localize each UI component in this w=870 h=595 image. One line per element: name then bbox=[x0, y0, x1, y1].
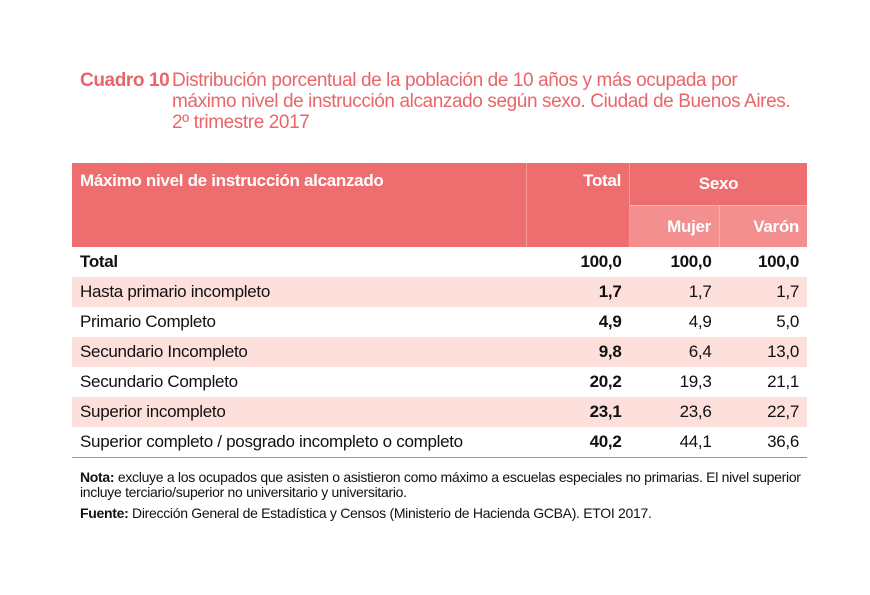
cell-mujer: 4,9 bbox=[688, 312, 712, 331]
table-row: Secundario Completo 20,2 19,3 21,1 bbox=[72, 367, 807, 397]
cell-varon: 1,7 bbox=[719, 277, 807, 307]
data-table: Máximo nivel de instrucción alcanzado To… bbox=[72, 163, 807, 458]
table-number: Cuadro 10 bbox=[80, 70, 170, 91]
fuente: Fuente: Dirección General de Estadística… bbox=[80, 506, 810, 521]
header-sexo: Sexo bbox=[629, 163, 807, 206]
row-label: Superior completo / posgrado incompleto … bbox=[72, 427, 527, 458]
table-row: Superior completo / posgrado incompleto … bbox=[72, 427, 807, 458]
table-row: Primario Completo 4,9 4,9 5,0 bbox=[72, 307, 807, 337]
nota-text: excluye a los ocupados que asisten o asi… bbox=[80, 469, 801, 500]
cell-total: 20,2 bbox=[589, 372, 622, 391]
cell-varon: 5,0 bbox=[776, 312, 799, 331]
cell-varon: 13,0 bbox=[719, 337, 807, 367]
cell-mujer: 100,0 bbox=[670, 252, 712, 271]
cell-total: 1,7 bbox=[526, 277, 630, 307]
cell-mujer: 6,4 bbox=[629, 337, 720, 367]
table-row: Total 100,0 100,0 100,0 bbox=[72, 247, 807, 277]
cell-mujer: 1,7 bbox=[629, 277, 720, 307]
header-varon: Varón bbox=[719, 205, 807, 247]
row-label: Total bbox=[80, 252, 118, 271]
row-label: Secundario Completo bbox=[80, 372, 238, 391]
table-row: Hasta primario incompleto 1,7 1,7 1,7 bbox=[72, 277, 807, 307]
cell-total: 4,9 bbox=[598, 312, 622, 331]
cell-total: 40,2 bbox=[526, 427, 630, 458]
row-label: Superior incompleto bbox=[72, 397, 527, 427]
header-total: Total bbox=[526, 163, 630, 247]
header-mujer: Mujer bbox=[629, 205, 720, 247]
row-label: Secundario Incompleto bbox=[72, 337, 527, 367]
nota: Nota: excluye a los ocupados que asisten… bbox=[80, 470, 810, 500]
nota-label: Nota: bbox=[80, 469, 115, 485]
cell-mujer: 23,6 bbox=[629, 397, 720, 427]
fuente-label: Fuente: bbox=[80, 505, 129, 521]
cell-total: 23,1 bbox=[526, 397, 630, 427]
fuente-text: Dirección General de Estadística y Censo… bbox=[132, 505, 652, 521]
table-row: Secundario Incompleto 9,8 6,4 13,0 bbox=[72, 337, 807, 367]
row-label: Hasta primario incompleto bbox=[72, 277, 527, 307]
notes: Nota: excluye a los ocupados que asisten… bbox=[80, 470, 810, 521]
cell-varon: 22,7 bbox=[719, 397, 807, 427]
cell-varon: 100,0 bbox=[757, 252, 799, 271]
cell-total: 9,8 bbox=[526, 337, 630, 367]
cell-varon: 21,1 bbox=[767, 372, 799, 391]
cell-mujer: 19,3 bbox=[679, 372, 712, 391]
row-label: Primario Completo bbox=[80, 312, 216, 331]
cell-varon: 36,6 bbox=[719, 427, 807, 458]
cell-mujer: 44,1 bbox=[629, 427, 720, 458]
table-caption: Distribución porcentual de la población … bbox=[172, 70, 791, 133]
table-row: Superior incompleto 23,1 23,6 22,7 bbox=[72, 397, 807, 427]
header-level: Máximo nivel de instrucción alcanzado bbox=[72, 163, 527, 247]
cell-total: 100,0 bbox=[580, 252, 622, 271]
